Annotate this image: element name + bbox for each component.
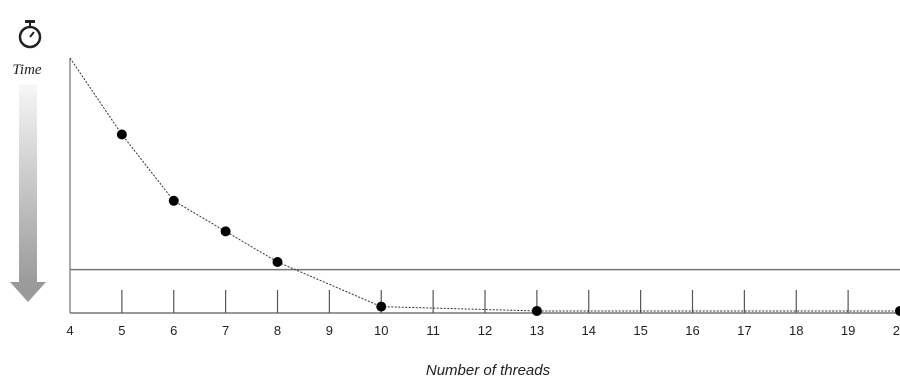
- x-tick-label: 11: [426, 323, 440, 338]
- data-points: [116, 129, 900, 316]
- data-point: [272, 257, 283, 267]
- data-point: [531, 305, 542, 316]
- x-tick-label: 19: [841, 323, 855, 338]
- x-tick-label: 13: [530, 323, 544, 338]
- data-point: [116, 129, 127, 140]
- stopwatch-icon: [18, 20, 42, 49]
- x-tick-label: 18: [789, 323, 803, 338]
- x-tick-label: 9: [326, 323, 333, 338]
- x-tick-label: 7: [222, 323, 229, 338]
- x-tick-label: 16: [685, 323, 699, 338]
- x-tick-label: 6: [170, 323, 177, 338]
- data-point: [220, 226, 231, 237]
- x-tick-label: 4: [66, 323, 73, 338]
- x-tick-label: 12: [478, 323, 492, 338]
- x-axis-title: Number of threads: [426, 362, 551, 379]
- x-tick-label: 20: [893, 323, 900, 338]
- x-tick-label: 17: [737, 323, 751, 338]
- y-axis-title: Time: [12, 62, 42, 78]
- x-tick-label: 14: [582, 323, 596, 338]
- series-threads: [69, 57, 900, 312]
- data-point: [376, 301, 387, 312]
- x-tick-label: 8: [274, 323, 281, 338]
- data-point: [895, 305, 900, 316]
- data-point: [168, 195, 179, 206]
- x-tick-label: 5: [118, 323, 125, 338]
- series-line: [69, 57, 900, 312]
- down-arrow-icon: [10, 84, 46, 302]
- x-tick-label: 15: [633, 323, 647, 338]
- x-axis-ticks: 4 5 6 7 8 9 10 11 12 13 14 15 16 17 18 19 20: [66, 290, 900, 338]
- x-tick-label: 10: [374, 323, 388, 338]
